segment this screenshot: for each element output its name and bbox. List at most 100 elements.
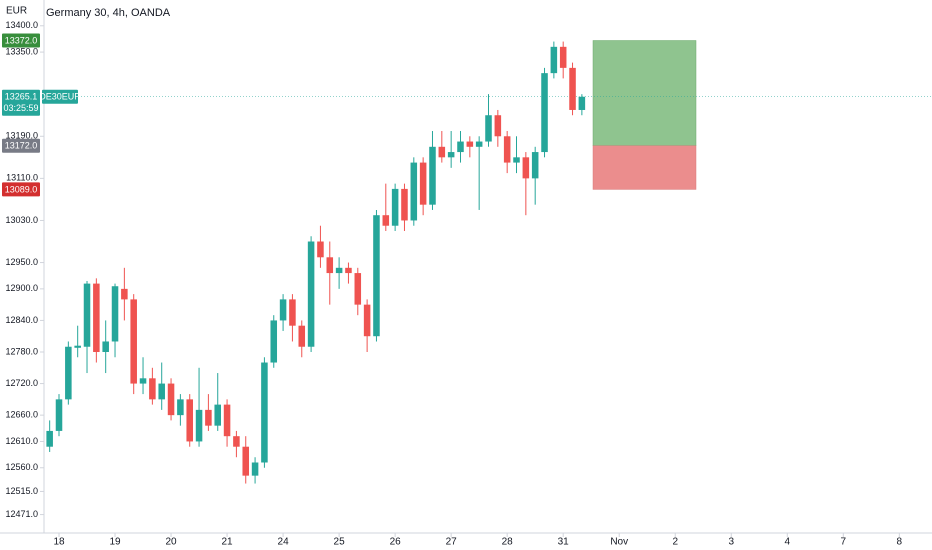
candle-body [195,409,203,442]
entry-tag [2,138,40,153]
profit-zone [592,40,697,146]
candle-body [214,404,221,426]
y-tick-label: 13110.0 [6,173,38,183]
x-tick-label: 20 [165,537,177,548]
y-tick-label: 12780.0 [5,346,38,356]
loss-zone [592,145,697,190]
candle-body [261,362,268,463]
candle-body [307,241,315,347]
chart-title: Germany 30, 4h, OANDA [46,7,171,19]
candle-body [578,96,586,110]
symbol-label: DE30EUR [39,92,81,102]
candle-body [223,404,231,437]
last-price-tag [2,89,40,116]
candle-body [205,409,212,426]
candle-body [167,383,175,416]
target-tag [2,33,40,48]
y-tick-label: 12720.0 [5,378,38,388]
entry-tag-label: 13172.0 [5,141,38,151]
x-tick-label: 19 [109,537,121,548]
x-tick-label: 4 [784,537,790,548]
currency: EUR [6,6,27,17]
x-tick-label: 7 [841,537,847,548]
candle-body [65,346,72,400]
candle-body [186,399,193,442]
candle-body [429,146,436,205]
countdown: 03:25:59 [3,103,38,113]
candle-body [419,162,427,205]
candle-body [270,320,278,363]
x-tick-label: 8 [897,537,903,548]
candle-body [149,378,156,400]
candle-body [242,446,250,476]
y-tick-label: 13030.0 [5,215,38,225]
candle-body [121,288,128,300]
x-tick-label: 27 [446,537,458,548]
x-tick-label: 2 [672,537,678,548]
candle-body [233,436,240,447]
candle-body [326,257,334,274]
last-price-label: 13265.1 [5,92,38,102]
y-tick-label: 12840.0 [5,315,38,325]
candle-body [93,283,100,353]
x-tick-label: 28 [502,537,514,548]
y-tick-label: 13350.0 [5,46,38,56]
y-tick-label: 12471.0 [5,509,38,519]
y-tick-label: 12660.0 [5,410,38,420]
candle-body [289,299,296,326]
candle-body [74,345,81,348]
candle-body [363,304,371,337]
candle-body [569,67,576,110]
candle-body [279,299,287,321]
candle-body [447,152,455,158]
candle-body [55,399,63,431]
candle-body [401,188,408,221]
candle-body [317,241,324,258]
x-tick-label: 18 [53,537,65,548]
candle-body [382,215,390,226]
candle-body [550,46,558,74]
candle-body [559,46,567,68]
y-tick-label: 13400.0 [5,20,38,30]
y-tick-label: 12950.0 [5,257,38,267]
candle-body [531,152,539,179]
x-tick-label: 3 [728,537,734,548]
candle-body [335,267,343,274]
candle-body [139,378,147,384]
candle-body [345,267,352,274]
target-tag-label: 13372.0 [5,35,38,45]
candle-body [485,115,492,142]
x-tick-label: 21 [222,537,234,548]
stop-tag [2,182,40,197]
x-tick-label: 25 [334,537,346,548]
candle-body [513,157,520,163]
candle-body [475,141,483,147]
candle-body [541,73,548,153]
candle-body [466,141,474,147]
candle-body [391,188,399,226]
y-tick-label: 13190.0 [5,131,38,141]
candle-body [102,341,109,353]
y-tick-label: 12515.0 [5,486,38,496]
candle-body [251,462,259,476]
candle-body [373,215,380,337]
x-tick-label: 24 [278,537,290,548]
x-tick-label: Nov [610,537,628,548]
candle-body [354,273,362,305]
candle-body [177,399,184,416]
candle-body [522,157,530,179]
y-tick-label: 12560.0 [5,462,38,472]
candle-body [503,136,511,163]
y-tick-label: 12610.0 [5,436,38,446]
x-tick-label: 26 [390,537,402,548]
candle-body [438,146,446,158]
candle-body [158,383,165,400]
stop-tag-label: 13089.0 [5,184,38,194]
candle-body [457,141,464,153]
symbol-tag [42,89,78,104]
candle-body [83,283,91,347]
candle-body [298,325,306,347]
candle-body [410,162,418,221]
